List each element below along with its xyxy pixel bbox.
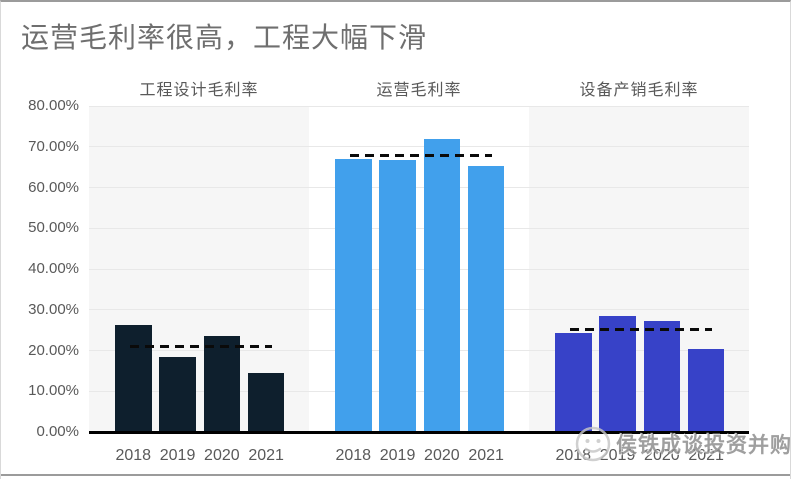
y-axis-label-40.00%: 40.00% xyxy=(28,260,79,277)
gridline-20 xyxy=(89,350,749,351)
x-axis-label-2018: 2018 xyxy=(335,447,372,464)
x-axis-label-2021: 2021 xyxy=(688,447,724,464)
y-axis-label-20.00%: 20.00% xyxy=(28,341,79,359)
bar-运营毛利率-2018 xyxy=(335,158,372,432)
x-axis-label-2019: 2019 xyxy=(159,447,196,464)
y-axis-label-30.00%: 30.00% xyxy=(28,300,79,318)
bar-设备产销毛利率-2019 xyxy=(599,316,636,432)
gridline-80 xyxy=(89,105,749,107)
watermark-text: 侯铁成谈投资并购 xyxy=(616,434,791,457)
bottom-border-line xyxy=(1,474,790,476)
average-dashed-line-0 xyxy=(130,344,273,348)
y-axis-label-0.00%: 0.00% xyxy=(36,423,79,440)
y-axis-label-50.00%: 50.00% xyxy=(28,219,79,237)
bar-工程设计毛利率-2021 xyxy=(247,372,285,432)
x-axis-line xyxy=(89,430,749,434)
x-axis-label-2021: 2021 xyxy=(248,447,284,464)
x-axis-label-2021: 2021 xyxy=(468,447,504,464)
watermark: 侯铁成谈投资并购 xyxy=(575,426,791,462)
bar-设备产销毛利率-2018 xyxy=(555,332,592,432)
chart-title: 运营毛利率很高，工程大幅下滑 xyxy=(21,22,428,53)
panel-header-1: 运营毛利率 xyxy=(376,82,462,99)
x-axis-label-2018: 2018 xyxy=(115,447,152,464)
bar-运营毛利率-2021 xyxy=(467,165,505,432)
bar-运营毛利率-2020 xyxy=(423,138,461,432)
gridline-30 xyxy=(89,309,749,311)
gridline-60 xyxy=(89,187,749,188)
average-dashed-line-2 xyxy=(570,328,713,332)
panel-header-2: 设备产销毛利率 xyxy=(579,82,699,99)
y-axis-label-80.00%: 80.00% xyxy=(28,97,79,114)
avatar-circle-icon xyxy=(575,426,611,462)
x-axis-label-2020: 2020 xyxy=(424,447,460,464)
bar-运营毛利率-2019 xyxy=(379,159,416,432)
gridline-10 xyxy=(89,390,749,392)
bar-工程设计毛利率-2019 xyxy=(159,357,196,432)
gridline-50 xyxy=(89,227,749,229)
x-axis-label-2020: 2020 xyxy=(204,447,240,464)
gridline-70 xyxy=(89,146,749,148)
gridline-40 xyxy=(89,268,749,270)
y-axis-label-70.00%: 70.00% xyxy=(28,137,79,155)
x-axis-label-2020: 2020 xyxy=(644,447,680,464)
y-axis-label-60.00%: 60.00% xyxy=(28,178,79,196)
bar-工程设计毛利率-2020 xyxy=(203,335,241,432)
x-axis-label-2019: 2019 xyxy=(379,447,416,464)
bar-工程设计毛利率-2018 xyxy=(115,324,152,432)
bar-设备产销毛利率-2021 xyxy=(687,348,725,432)
y-axis-label-10.00%: 10.00% xyxy=(28,382,79,400)
average-dashed-line-1 xyxy=(350,154,493,158)
x-axis-label-2018: 2018 xyxy=(555,447,592,464)
bar-设备产销毛利率-2020 xyxy=(643,320,681,432)
panel-header-0: 工程设计毛利率 xyxy=(139,82,259,99)
